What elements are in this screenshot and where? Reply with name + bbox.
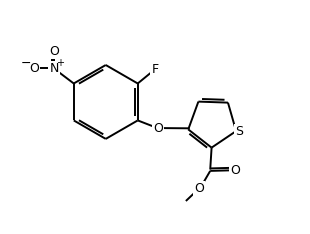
Text: O: O xyxy=(153,122,163,135)
Text: O: O xyxy=(29,62,39,75)
Text: N: N xyxy=(49,62,59,75)
Text: O: O xyxy=(49,45,59,58)
Text: S: S xyxy=(235,124,243,138)
Text: F: F xyxy=(151,63,158,76)
Text: −: − xyxy=(21,57,31,70)
Text: O: O xyxy=(230,164,240,177)
Text: O: O xyxy=(194,182,204,195)
Text: +: + xyxy=(56,58,64,68)
